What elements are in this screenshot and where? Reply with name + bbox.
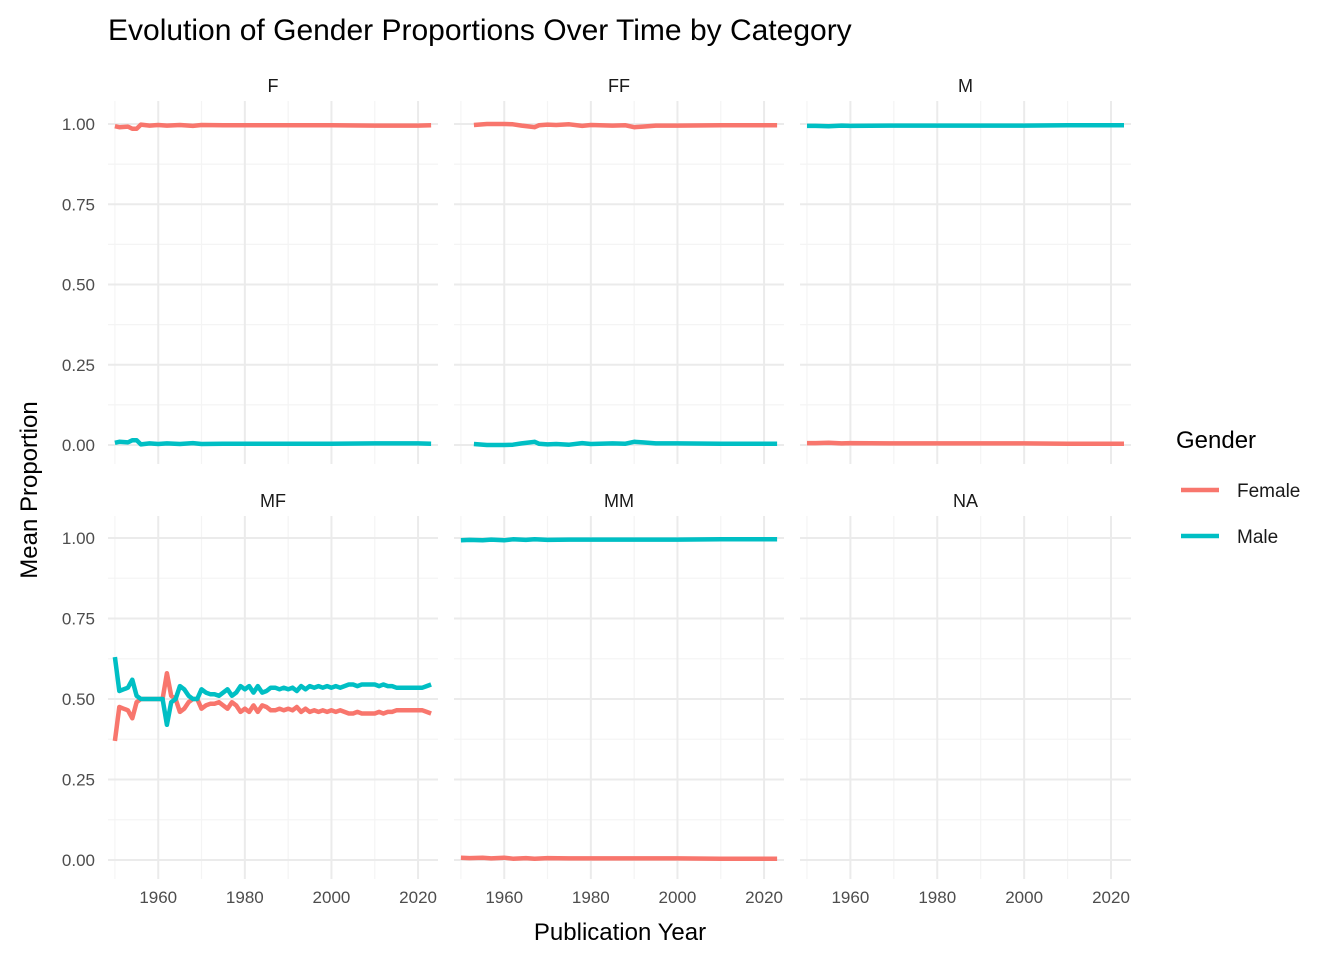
y-tick-label: 1.00 xyxy=(62,529,95,548)
series-line-mf-female xyxy=(112,670,432,742)
series-line-mf-male xyxy=(112,656,432,728)
y-tick-label: 1.00 xyxy=(62,115,95,134)
y-tick-label: 0.00 xyxy=(62,851,95,870)
x-tick-label: 2000 xyxy=(659,888,697,907)
series-line-mm-male xyxy=(460,537,778,543)
series-line-ff-female xyxy=(473,121,778,130)
legend-label-male: Male xyxy=(1237,527,1278,548)
x-axis-title: Publication Year xyxy=(534,919,706,946)
series-line-mm-female xyxy=(460,855,778,861)
chart-title: Evolution of Gender Proportions Over Tim… xyxy=(108,14,852,47)
series-line-m-female xyxy=(807,440,1124,446)
facet-label-mf: MF xyxy=(260,491,286,511)
y-tick-label: 0.00 xyxy=(62,436,95,455)
x-tick-label: 1960 xyxy=(485,888,523,907)
x-tick-label: 2020 xyxy=(745,888,783,907)
facet-label-ff: FF xyxy=(608,76,630,96)
y-tick-label: 0.25 xyxy=(62,356,95,375)
legend-title: Gender xyxy=(1176,427,1256,454)
y-axis-title: Mean Proportion xyxy=(16,401,43,578)
facet-label-m: M xyxy=(958,76,973,96)
x-tick-label: 2000 xyxy=(1005,888,1043,907)
series-line-m-male xyxy=(807,123,1124,129)
facet-label-na: NA xyxy=(953,491,978,511)
y-tick-label: 0.75 xyxy=(62,195,95,214)
y-tick-label: 0.50 xyxy=(62,690,95,709)
x-tick-label: 2020 xyxy=(1092,888,1130,907)
y-tick-label: 0.75 xyxy=(62,610,95,629)
x-tick-label: 1980 xyxy=(226,888,264,907)
x-tick-label: 1960 xyxy=(139,888,177,907)
series-line-f-male xyxy=(114,437,432,447)
x-tick-label: 2020 xyxy=(399,888,437,907)
x-tick-label: 1980 xyxy=(918,888,956,907)
facet-label-f: F xyxy=(268,76,279,96)
x-tick-label: 1960 xyxy=(831,888,869,907)
x-tick-label: 2000 xyxy=(313,888,351,907)
series-line-f-female xyxy=(114,122,432,132)
facet-label-mm: MM xyxy=(604,491,634,511)
y-tick-label: 0.25 xyxy=(62,771,95,790)
series-line-ff-male xyxy=(473,439,778,448)
x-tick-label: 1980 xyxy=(572,888,610,907)
legend-label-female: Female xyxy=(1237,481,1300,502)
y-tick-label: 0.50 xyxy=(62,276,95,295)
